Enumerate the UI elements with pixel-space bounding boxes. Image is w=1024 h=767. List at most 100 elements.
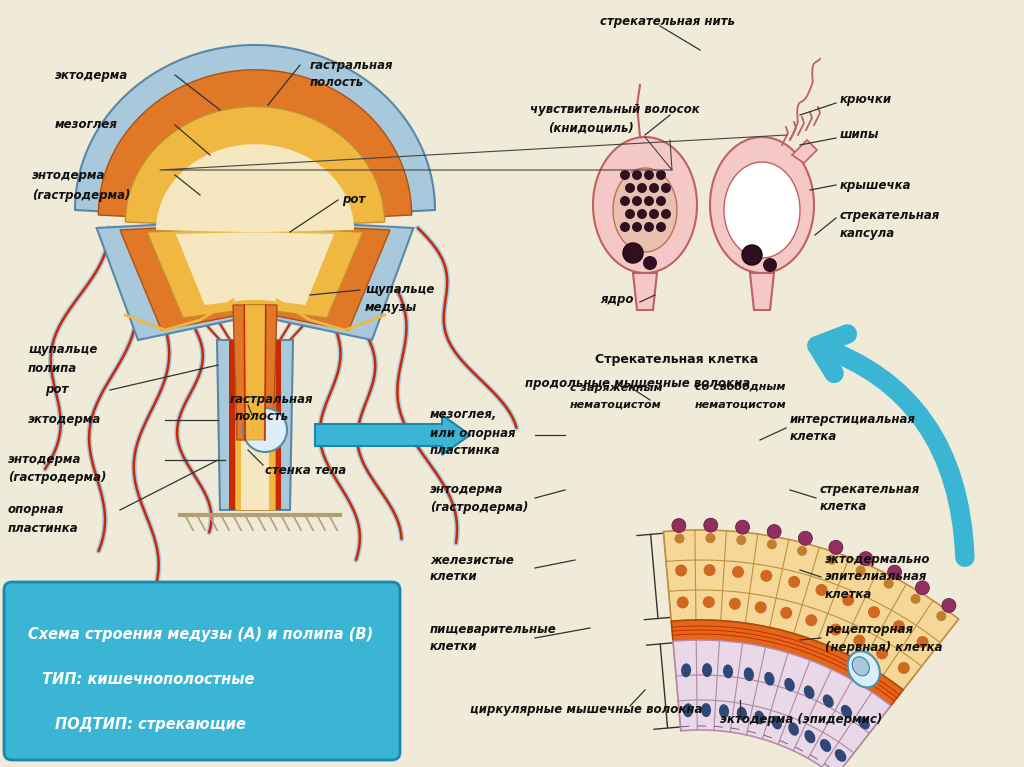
- FancyBboxPatch shape: [4, 582, 400, 760]
- Circle shape: [884, 579, 894, 589]
- Text: медузы: медузы: [365, 301, 417, 314]
- Text: (гастродерма): (гастродерма): [430, 501, 528, 513]
- Circle shape: [826, 555, 837, 565]
- Polygon shape: [633, 273, 657, 310]
- Circle shape: [656, 196, 666, 206]
- Text: (гастродерма): (гастродерма): [32, 189, 130, 202]
- Text: Стрекательная клетка: Стрекательная клетка: [595, 354, 758, 367]
- Text: шипы: шипы: [840, 129, 880, 141]
- Text: продольные мышечные волокна: продольные мышечные волокна: [525, 377, 751, 390]
- Circle shape: [662, 183, 671, 193]
- Circle shape: [625, 209, 635, 219]
- Circle shape: [732, 566, 744, 578]
- Circle shape: [656, 222, 666, 232]
- Circle shape: [656, 170, 666, 180]
- Circle shape: [936, 611, 946, 621]
- Circle shape: [893, 621, 905, 632]
- Text: со свободным: со свободным: [695, 383, 785, 393]
- Circle shape: [672, 518, 686, 532]
- Text: или опорная: или опорная: [430, 426, 515, 439]
- Circle shape: [703, 518, 718, 532]
- Polygon shape: [156, 144, 354, 305]
- Text: циркулярные мышечные волокна: циркулярные мышечные волокна: [470, 703, 702, 716]
- Ellipse shape: [858, 716, 869, 729]
- Text: стрекательная: стрекательная: [840, 209, 940, 222]
- Ellipse shape: [841, 705, 852, 718]
- Polygon shape: [710, 137, 814, 273]
- Ellipse shape: [755, 710, 765, 724]
- Circle shape: [706, 533, 716, 543]
- Text: пластинка: пластинка: [8, 522, 79, 535]
- Text: рот: рот: [342, 193, 366, 206]
- Polygon shape: [673, 640, 891, 767]
- Text: клетка: клетка: [820, 501, 867, 513]
- Circle shape: [780, 607, 793, 619]
- Text: щупальце: щупальце: [365, 284, 434, 297]
- Polygon shape: [229, 340, 234, 510]
- Text: гастральная: гастральная: [310, 58, 393, 71]
- Circle shape: [829, 624, 842, 636]
- Circle shape: [736, 535, 746, 545]
- Text: железистые: железистые: [430, 554, 514, 567]
- FancyArrow shape: [315, 415, 470, 455]
- Circle shape: [620, 170, 630, 180]
- Circle shape: [623, 243, 643, 263]
- Circle shape: [644, 170, 654, 180]
- Text: клетка: клетка: [790, 430, 838, 443]
- Text: с заряженным: с заряженным: [570, 383, 663, 393]
- Ellipse shape: [723, 664, 733, 678]
- Text: энтодерма: энтодерма: [8, 453, 81, 466]
- Text: ТИП: кишечнополостные: ТИП: кишечнополостные: [42, 673, 254, 687]
- Circle shape: [632, 196, 642, 206]
- Ellipse shape: [852, 657, 869, 676]
- Polygon shape: [792, 140, 817, 163]
- Text: рот: рот: [45, 384, 69, 397]
- Ellipse shape: [719, 704, 729, 718]
- Circle shape: [797, 546, 807, 556]
- Ellipse shape: [835, 749, 846, 762]
- Text: опорная: опорная: [8, 503, 65, 516]
- Ellipse shape: [805, 730, 815, 743]
- Circle shape: [842, 594, 854, 606]
- Circle shape: [677, 597, 689, 608]
- Text: клетки: клетки: [430, 571, 477, 584]
- Circle shape: [815, 584, 827, 596]
- Circle shape: [742, 245, 762, 265]
- Text: мезоглея: мезоглея: [55, 118, 118, 131]
- Circle shape: [805, 614, 817, 627]
- Circle shape: [763, 258, 777, 272]
- Polygon shape: [75, 45, 435, 340]
- Circle shape: [675, 565, 687, 577]
- Ellipse shape: [701, 703, 711, 717]
- Circle shape: [649, 209, 659, 219]
- Text: капсула: капсула: [840, 226, 895, 239]
- Polygon shape: [724, 162, 800, 258]
- Text: стрекательная: стрекательная: [820, 483, 921, 496]
- Text: Схема строения медузы (А) и полипа (В): Схема строения медузы (А) и полипа (В): [28, 627, 373, 643]
- Text: крючки: крючки: [840, 94, 892, 107]
- Text: мезоглея,: мезоглея,: [430, 409, 498, 422]
- Circle shape: [735, 520, 750, 534]
- Circle shape: [702, 596, 715, 608]
- Ellipse shape: [804, 686, 814, 699]
- FancyArrowPatch shape: [817, 334, 965, 558]
- Ellipse shape: [822, 694, 834, 708]
- Text: (гастродерма): (гастродерма): [8, 472, 106, 485]
- Circle shape: [637, 183, 647, 193]
- Text: эпителиальная: эпителиальная: [825, 571, 928, 584]
- Text: пищеварительные: пищеварительные: [430, 624, 557, 637]
- Circle shape: [856, 565, 865, 575]
- Circle shape: [632, 170, 642, 180]
- Text: интерстициальная: интерстициальная: [790, 413, 915, 426]
- Ellipse shape: [788, 723, 799, 736]
- Text: (нервная) клетка: (нервная) клетка: [825, 640, 942, 653]
- Circle shape: [915, 581, 930, 595]
- Text: энтодерма: энтодерма: [430, 483, 504, 496]
- Text: эктодерма (эпидермис): эктодерма (эпидермис): [720, 713, 883, 726]
- Text: рецепторная: рецепторная: [825, 624, 913, 637]
- Text: клетка: клетка: [825, 588, 872, 601]
- Circle shape: [755, 601, 767, 614]
- Ellipse shape: [848, 651, 880, 687]
- Circle shape: [644, 222, 654, 232]
- Circle shape: [649, 183, 659, 193]
